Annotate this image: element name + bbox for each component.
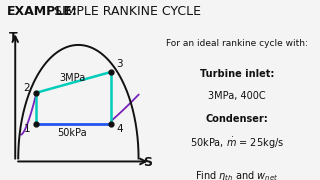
Text: Condenser:: Condenser: (205, 114, 268, 124)
Text: 3MPa: 3MPa (59, 73, 85, 83)
Text: 3MPa, 400C: 3MPa, 400C (208, 91, 266, 101)
Text: 3: 3 (116, 59, 123, 69)
Text: 50kPa, $\dot{m}$ = 25kg/s: 50kPa, $\dot{m}$ = 25kg/s (190, 136, 284, 151)
Text: SIMPLE RANKINE CYCLE: SIMPLE RANKINE CYCLE (50, 5, 201, 18)
Text: T: T (9, 31, 18, 44)
Text: S: S (143, 156, 152, 169)
Text: For an ideal rankine cycle with:: For an ideal rankine cycle with: (166, 39, 308, 48)
Text: 1: 1 (24, 124, 31, 134)
Text: Turbine inlet:: Turbine inlet: (200, 69, 274, 79)
Text: EXAMPLE:: EXAMPLE: (6, 5, 77, 18)
Text: Find $\eta_{th}$ and $w_{net}$: Find $\eta_{th}$ and $w_{net}$ (195, 169, 278, 180)
Text: 50kPa: 50kPa (58, 128, 87, 138)
Text: 4: 4 (116, 124, 123, 134)
Text: 2: 2 (23, 83, 29, 93)
